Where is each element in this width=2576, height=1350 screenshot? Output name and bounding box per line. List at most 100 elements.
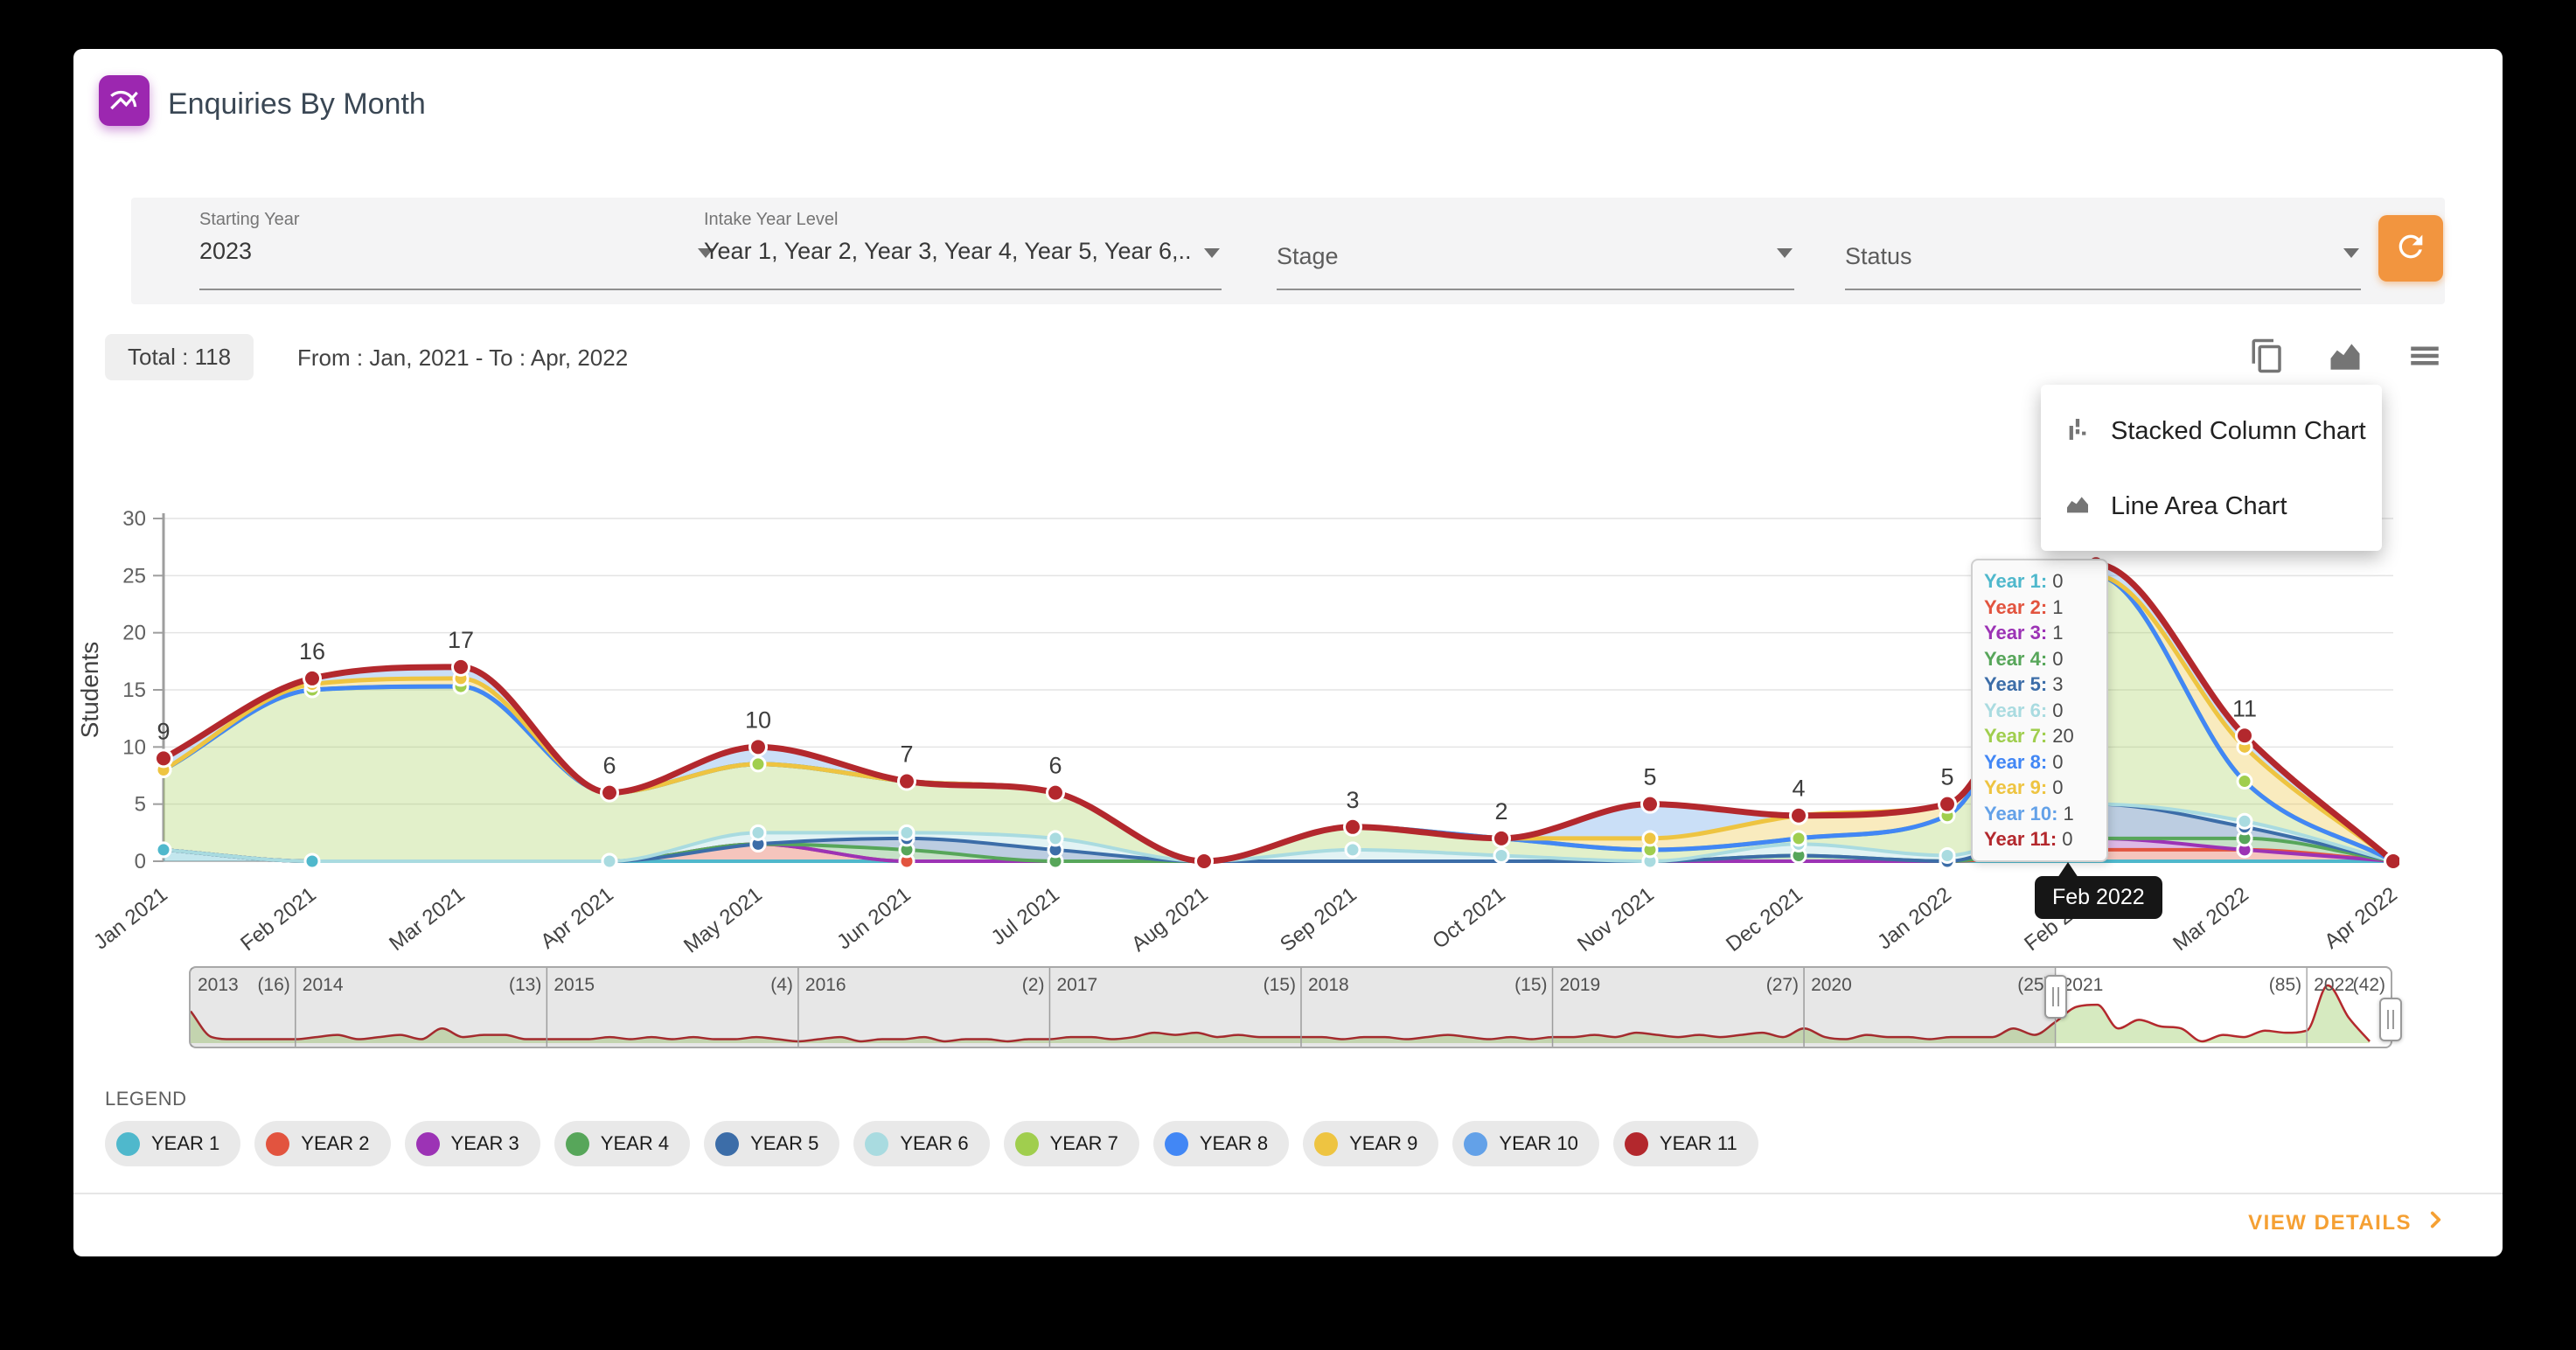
- navigator-spark-line: [190, 984, 2371, 1043]
- svg-text:0: 0: [135, 850, 146, 873]
- menu-item-stacked-column-chart[interactable]: Stacked Column Chart: [2041, 393, 2382, 469]
- series-area-year-7: [164, 575, 2393, 861]
- enquiries-widget-card: Enquiries By Month Starting Year 2023 In…: [73, 49, 2503, 1256]
- navigator-right-handle[interactable]: [2379, 998, 2402, 1041]
- svg-text:2013: 2013: [198, 975, 239, 995]
- legend-chip-year-11[interactable]: YEAR 11: [1612, 1121, 1758, 1166]
- date-range-label: From : Jan, 2021 - To : Apr, 2022: [297, 344, 629, 371]
- svg-text:2018: 2018: [1308, 975, 1349, 995]
- chevron-down-icon: [1777, 248, 1793, 258]
- tooltip-row: Year 4: 0: [1984, 647, 2064, 670]
- chart-tooltip: Year 1: 0 Year 2: 1 Year 3: 1 Year 4: 0 Year…: [1971, 559, 2108, 862]
- svg-text:2020: 2020: [1811, 975, 1852, 995]
- legend-chip-year-8[interactable]: YEAR 8: [1152, 1121, 1290, 1166]
- svg-text:10: 10: [745, 706, 771, 733]
- data-labels: 9 16 17 6 10 7 6 3 2 5 4 5 11: [157, 627, 2257, 825]
- legend-dot: [415, 1131, 440, 1156]
- svg-text:Aug 2021: Aug 2021: [1127, 882, 1213, 957]
- svg-text:(15): (15): [1264, 975, 1296, 995]
- status-select[interactable]: Status: [1845, 198, 2361, 304]
- filter-bar: Starting Year 2023 Intake Year Level Yea…: [131, 198, 2445, 304]
- svg-text:Jan 2022: Jan 2022: [1873, 882, 1955, 954]
- svg-text:May 2021: May 2021: [679, 882, 767, 957]
- crosshair-date-pill: Feb 2022: [2035, 862, 2162, 919]
- legend-dot: [1164, 1131, 1188, 1156]
- view-details-link[interactable]: VIEW DETAILS: [2248, 1208, 2447, 1237]
- svg-text:Oct 2021: Oct 2021: [1428, 882, 1509, 953]
- svg-text:5: 5: [135, 793, 146, 817]
- svg-text:2: 2: [1494, 798, 1507, 825]
- legend-chip-year-6[interactable]: YEAR 6: [853, 1121, 990, 1166]
- legend-chip-year-9[interactable]: YEAR 9: [1303, 1121, 1439, 1166]
- svg-text:Mar 2022: Mar 2022: [2169, 882, 2253, 956]
- svg-text:2017: 2017: [1056, 975, 1097, 995]
- legend-dot: [1624, 1131, 1648, 1156]
- svg-text:5: 5: [1940, 764, 1953, 790]
- legend-chip-year-7[interactable]: YEAR 7: [1003, 1121, 1139, 1166]
- legend-dot: [565, 1131, 589, 1156]
- svg-text:2021: 2021: [2063, 975, 2104, 995]
- svg-text:10: 10: [122, 735, 146, 759]
- svg-text:(85): (85): [2269, 975, 2301, 995]
- svg-text:Nov 2021: Nov 2021: [1573, 882, 1659, 957]
- starting-year-select[interactable]: Starting Year 2023: [199, 198, 715, 304]
- chart-type-icon[interactable]: [2326, 338, 2363, 374]
- footer-divider: [73, 1193, 2503, 1194]
- intake-year-level-value: Year 1, Year 2, Year 3, Year 4, Year 5, …: [704, 238, 1191, 264]
- legend-chip-year-1[interactable]: YEAR 1: [105, 1121, 241, 1166]
- legend-chip-year-10[interactable]: YEAR 10: [1452, 1121, 1599, 1166]
- tooltip-row: Year 9: 0: [1984, 776, 2064, 798]
- tooltip-row: Year 7: 20: [1984, 725, 2074, 747]
- range-navigator[interactable]: 2013 (16) 2014 (13) 2015 (4) 2016 (2) 2017 (15) 20…: [189, 966, 2392, 1048]
- legend-dot: [266, 1131, 290, 1156]
- legend-dot: [715, 1131, 740, 1156]
- menu-icon[interactable]: [2406, 338, 2443, 374]
- svg-text:(15): (15): [1514, 975, 1547, 995]
- legend-label: YEAR 9: [1349, 1132, 1418, 1154]
- navigator-year-labels: 2013 (16) 2014 (13) 2015 (4) 2016 (2) 2017 (15) 20…: [198, 968, 2385, 1047]
- status-placeholder: Status: [1845, 243, 1912, 269]
- chart-type-menu: Stacked Column Chart Line Area Chart: [2041, 385, 2382, 551]
- copy-icon[interactable]: [2249, 338, 2286, 374]
- total-badge: Total : 118: [105, 334, 254, 380]
- chevron-right-icon: [2424, 1208, 2447, 1237]
- menu-item-line-area-chart[interactable]: Line Area Chart: [2041, 469, 2382, 544]
- area-chart-icon: [2064, 491, 2092, 523]
- svg-text:(2): (2): [1022, 975, 1045, 995]
- navigator-left-handle[interactable]: [2043, 975, 2067, 1019]
- legend-label: YEAR 11: [1659, 1132, 1737, 1154]
- legend-chip-year-4[interactable]: YEAR 4: [553, 1121, 691, 1166]
- multiline-chart-icon: [99, 75, 150, 126]
- svg-text:(27): (27): [1766, 975, 1799, 995]
- refresh-icon: [2393, 229, 2428, 268]
- legend-dot: [1014, 1131, 1039, 1156]
- legend-dot: [116, 1131, 140, 1156]
- svg-text:7: 7: [900, 741, 913, 768]
- page-title: Enquiries By Month: [168, 87, 426, 121]
- legend-chip-year-5[interactable]: YEAR 5: [704, 1121, 840, 1166]
- svg-text:17: 17: [448, 627, 474, 653]
- svg-text:(13): (13): [509, 975, 541, 995]
- svg-text:Feb 2021: Feb 2021: [236, 882, 321, 956]
- svg-text:6: 6: [602, 753, 616, 779]
- chevron-down-icon: [1204, 248, 1220, 258]
- legend-chip-year-2[interactable]: YEAR 2: [254, 1121, 391, 1166]
- tooltip-row: Year 2: 1: [1984, 595, 2064, 618]
- legend-chip-year-3[interactable]: YEAR 3: [404, 1121, 540, 1166]
- svg-text:4: 4: [1792, 776, 1805, 802]
- starting-year-value: 2023: [199, 238, 253, 264]
- legend-label: YEAR 8: [1199, 1132, 1269, 1154]
- svg-text:2022: 2022: [2314, 975, 2355, 995]
- legend-label: YEAR 2: [301, 1132, 370, 1154]
- intake-year-level-label: Intake Year Level: [704, 210, 839, 229]
- chevron-down-icon: [698, 248, 714, 258]
- refresh-button[interactable]: [2378, 215, 2443, 282]
- tooltip-row: Year 8: 0: [1984, 750, 2064, 773]
- stage-placeholder: Stage: [1277, 243, 1339, 269]
- intake-year-level-select[interactable]: Intake Year Level Year 1, Year 2, Year 3…: [704, 198, 1222, 304]
- tooltip-row: Year 3: 1: [1984, 622, 2064, 644]
- stage-select[interactable]: Stage: [1277, 198, 1794, 304]
- series-area-year-4: [164, 838, 2393, 861]
- svg-text:5: 5: [1643, 764, 1656, 790]
